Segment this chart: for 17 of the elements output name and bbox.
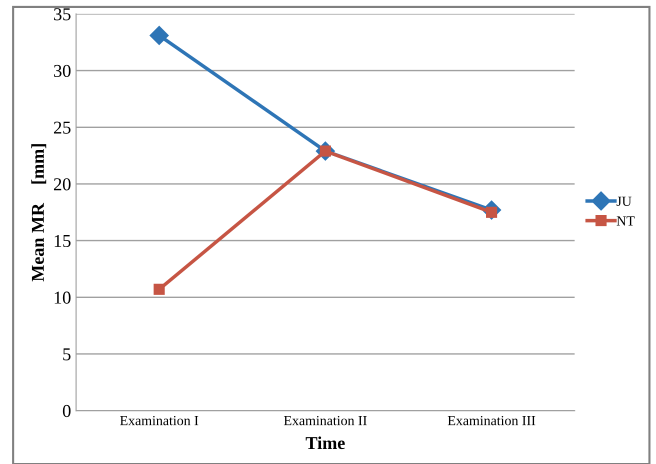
x-tick-label: Examination III [448, 416, 536, 426]
y-tick-label: 15 [54, 234, 71, 248]
y-tick-label: 0 [62, 404, 71, 418]
y-tick-label: 30 [54, 64, 71, 78]
x-axis-title: Time [306, 436, 345, 450]
x-tick-label: Examination I [120, 416, 198, 426]
y-tick-label: 25 [54, 122, 71, 134]
legend-label: JU [616, 196, 632, 206]
x-tick-label: Examination II [284, 416, 367, 426]
y-tick-label: 35 [54, 8, 71, 20]
legend-label: NT [616, 216, 635, 226]
y-tick-label: 20 [54, 178, 71, 190]
y-tick-label: 10 [54, 292, 71, 304]
point [154, 284, 165, 295]
point [150, 26, 169, 45]
y-tick-label: 5 [63, 348, 71, 360]
y-axis-title: Mean MR [mm] [31, 144, 46, 282]
